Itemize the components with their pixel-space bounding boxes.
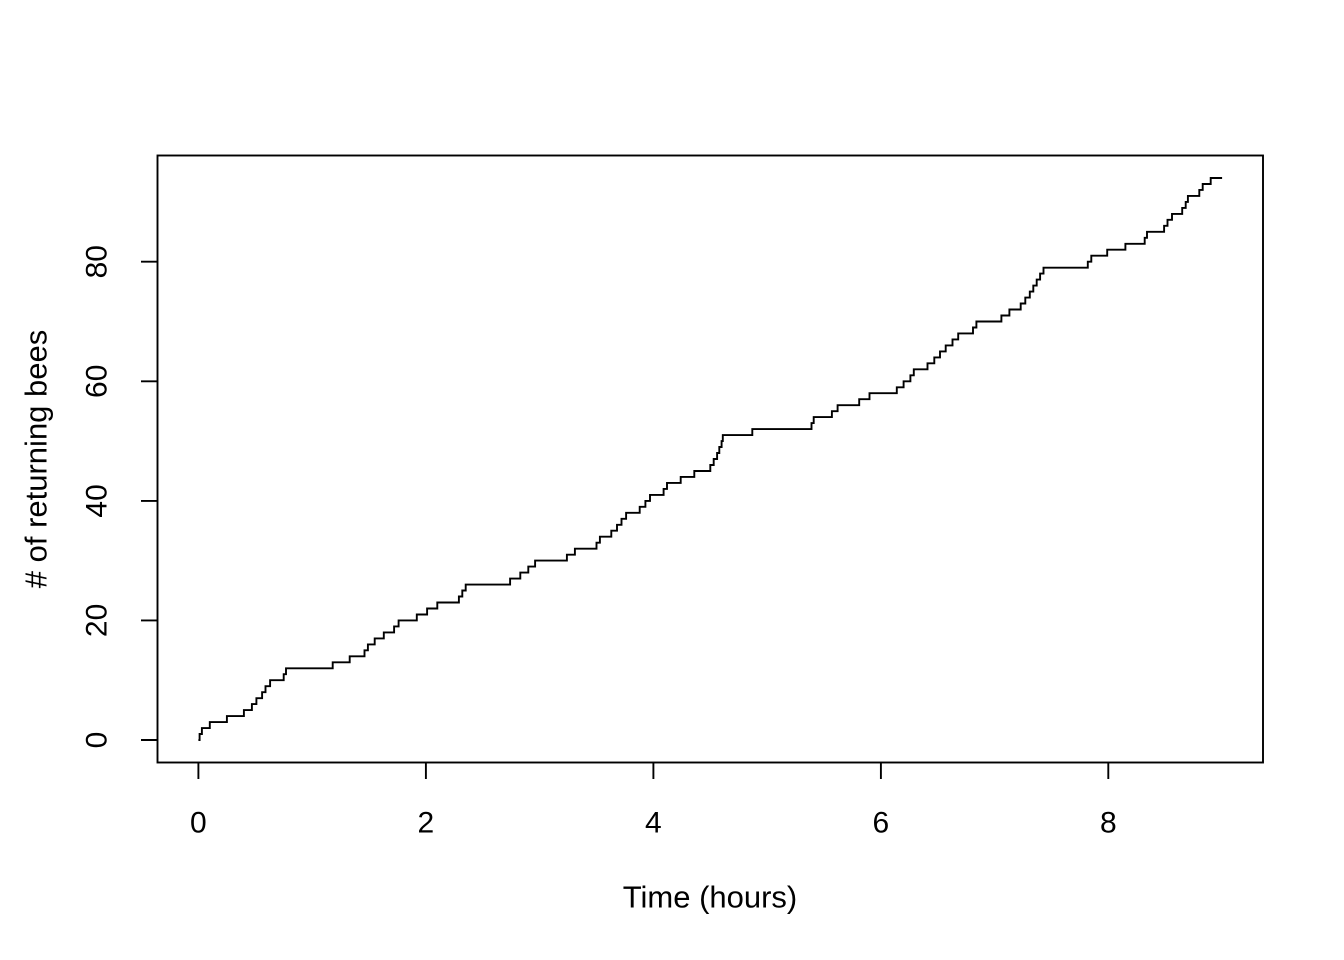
y-axis-tick-label: 20 xyxy=(81,604,114,637)
x-axis-tick-label: 2 xyxy=(418,807,435,840)
x-axis-tick-label: 4 xyxy=(645,807,662,840)
y-axis-title: # of returning bees xyxy=(19,330,54,589)
y-axis-tick-label: 80 xyxy=(81,245,114,278)
y-axis: 0 20 40 60 80 xyxy=(81,245,158,748)
x-axis-tick-label: 0 xyxy=(190,807,207,840)
y-axis-tick-label: 0 xyxy=(81,732,114,749)
x-axis-title: Time (hours) xyxy=(623,880,798,915)
x-axis: 0 2 4 6 8 xyxy=(190,762,1117,840)
y-axis-tick-label: 60 xyxy=(81,365,114,398)
x-axis-tick-label: 6 xyxy=(873,807,890,840)
step-line xyxy=(198,177,1223,741)
plot-box xyxy=(156,154,1264,764)
y-axis-tick-label: 40 xyxy=(81,484,114,517)
x-axis-tick-label: 8 xyxy=(1100,807,1117,840)
